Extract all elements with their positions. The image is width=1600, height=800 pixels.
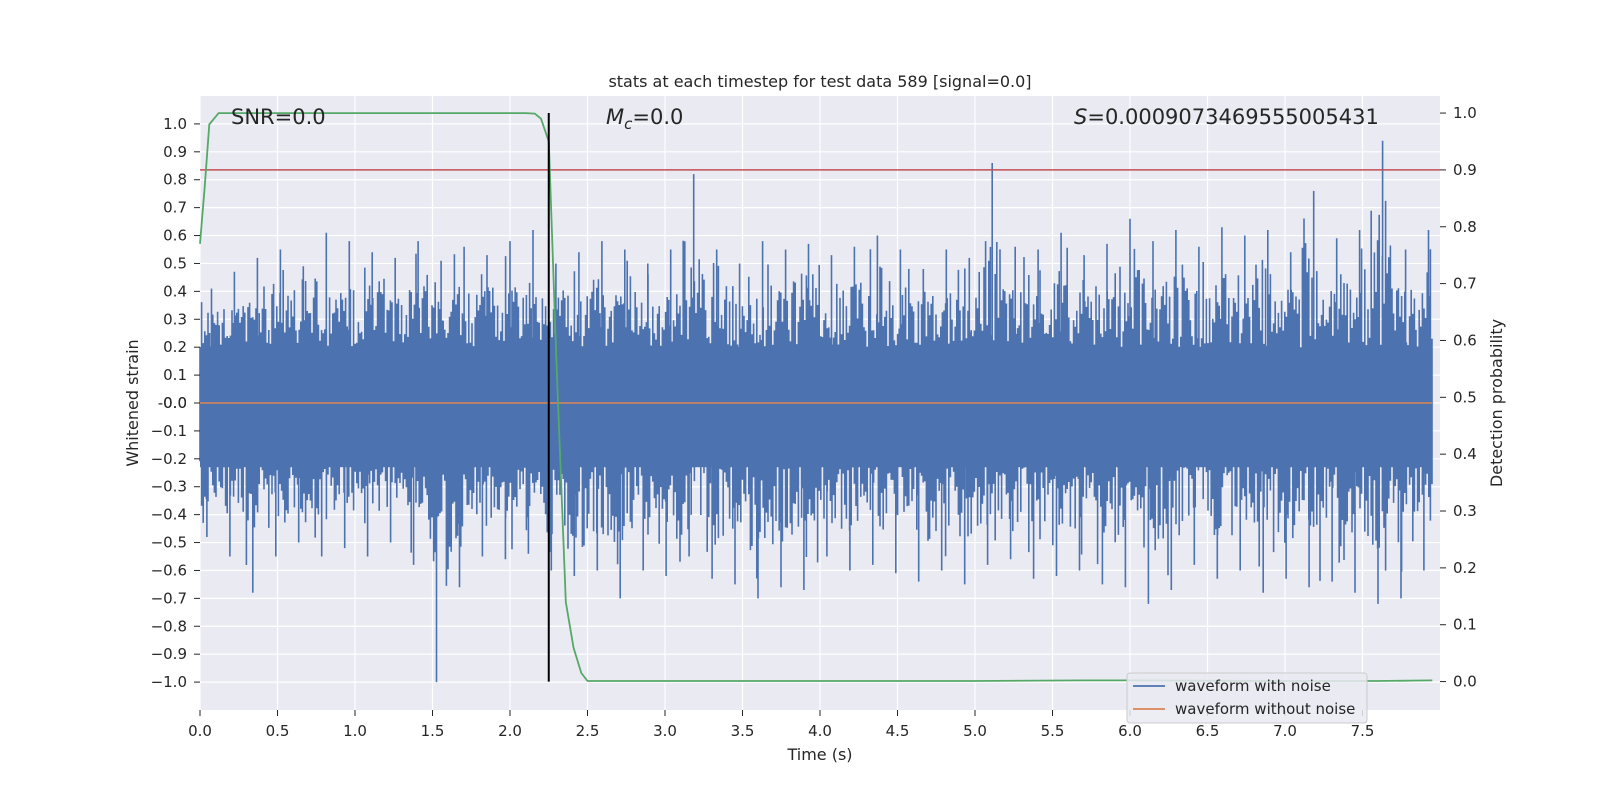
y2-tick-label: 0.5 [1453, 388, 1477, 406]
y2-axis-label: Detection probability [1487, 319, 1506, 487]
y-tick-label: −0.2 [151, 450, 187, 468]
x-tick-label: 6.5 [1196, 722, 1220, 740]
y-tick-label: 0.5 [163, 254, 187, 272]
y2-tick-label: 1.0 [1453, 104, 1477, 122]
y-tick-label: 0.9 [163, 143, 187, 161]
x-tick-label: 3.5 [731, 722, 755, 740]
y-tick-label: −0.9 [151, 645, 187, 663]
y2-tick-label: 0.8 [1453, 218, 1477, 236]
x-tick-label: 5.5 [1041, 722, 1065, 740]
y-tick-label: −0.7 [151, 589, 187, 607]
y-tick-label: −0.4 [151, 506, 187, 524]
x-tick-label: 1.5 [421, 722, 445, 740]
legend-label-clean: waveform without noise [1175, 700, 1355, 718]
x-axis-label: Time (s) [786, 745, 852, 764]
x-tick-label: 1.0 [343, 722, 367, 740]
x-tick-label: 7.0 [1273, 722, 1297, 740]
y2-tick-label: 0.4 [1453, 445, 1477, 463]
left-y-axis-ticks: 1.0 0.9 0.8 0.7 0.6 0.5 0.4 0.3 0.2 0.1 0.0-0.0 −0.… [151, 115, 200, 691]
y2-tick-label: 0.2 [1453, 559, 1477, 577]
y-tick-label: 1.0 [163, 115, 187, 133]
y-tick-label: 0.8 [163, 171, 187, 189]
y-tick-label: 0.0 [163, 394, 187, 412]
y-tick-label: 0.2 [163, 338, 187, 356]
x-tick-label: 2.0 [498, 722, 522, 740]
y-tick-label: −0.6 [151, 561, 187, 579]
y-tick-label: 0.4 [163, 282, 187, 300]
noisy-waveform-series [199, 140, 1433, 683]
x-tick-label: 0.5 [266, 722, 290, 740]
chirp-mass-annotation: Mc=0.0 [606, 105, 683, 133]
x-tick-label: 3.0 [653, 722, 677, 740]
chart-title: stats at each timestep for test data 589… [608, 72, 1031, 91]
y-tick-label: −0.8 [151, 617, 187, 635]
snr-annotation: SNR=0.0 [231, 105, 326, 129]
detection-probability-line [199, 112, 1433, 682]
y-tick-label: 0.7 [163, 199, 187, 217]
x-tick-label: 4.0 [808, 722, 832, 740]
x-tick-label: 7.5 [1351, 722, 1375, 740]
legend-label-noise: waveform with noise [1175, 677, 1331, 695]
x-tick-label: 2.5 [576, 722, 600, 740]
legend: waveform with noise waveform without noi… [1126, 672, 1368, 724]
y-tick-label: 0.6 [163, 227, 187, 245]
noise-spikes [199, 140, 1433, 683]
x-tick-label: 5.0 [963, 722, 987, 740]
x-tick-label: 4.5 [886, 722, 910, 740]
x-axis-ticks: 0.0 0.5 1.0 1.5 2.0 2.5 3.0 3.5 4.0 4.5 5.0 5.5 6.0 6… [188, 710, 1374, 740]
y-tick-label: -0.0 [158, 394, 187, 412]
y2-tick-label: 0.1 [1453, 616, 1477, 634]
y2-tick-label: 0.6 [1453, 331, 1477, 349]
x-tick-label: 0.0 [188, 722, 212, 740]
y2-tick-label: 0.7 [1453, 275, 1477, 293]
y-tick-label: −1.0 [151, 673, 187, 691]
legend-box [1126, 672, 1368, 724]
y-tick-label: −0.3 [151, 478, 187, 496]
y2-tick-label: 0.3 [1453, 502, 1477, 520]
x-tick-label: 6.0 [1118, 722, 1142, 740]
y-tick-label: 0.3 [163, 310, 187, 328]
y-tick-label: 0.1 [163, 366, 187, 384]
y-tick-label: −0.1 [151, 422, 187, 440]
y2-tick-label: 0.9 [1453, 161, 1477, 179]
y-tick-label: −0.5 [151, 534, 187, 552]
right-y-axis-ticks: 1.0 0.9 0.8 0.7 0.6 0.5 0.4 0.3 0.2 0.1 0.0 [1440, 104, 1477, 691]
s-statistic-annotation: S=0.0009073469555005431 [1074, 105, 1379, 129]
y-axis-label: Whitened strain [123, 339, 142, 466]
y2-tick-label: 0.0 [1453, 673, 1477, 691]
